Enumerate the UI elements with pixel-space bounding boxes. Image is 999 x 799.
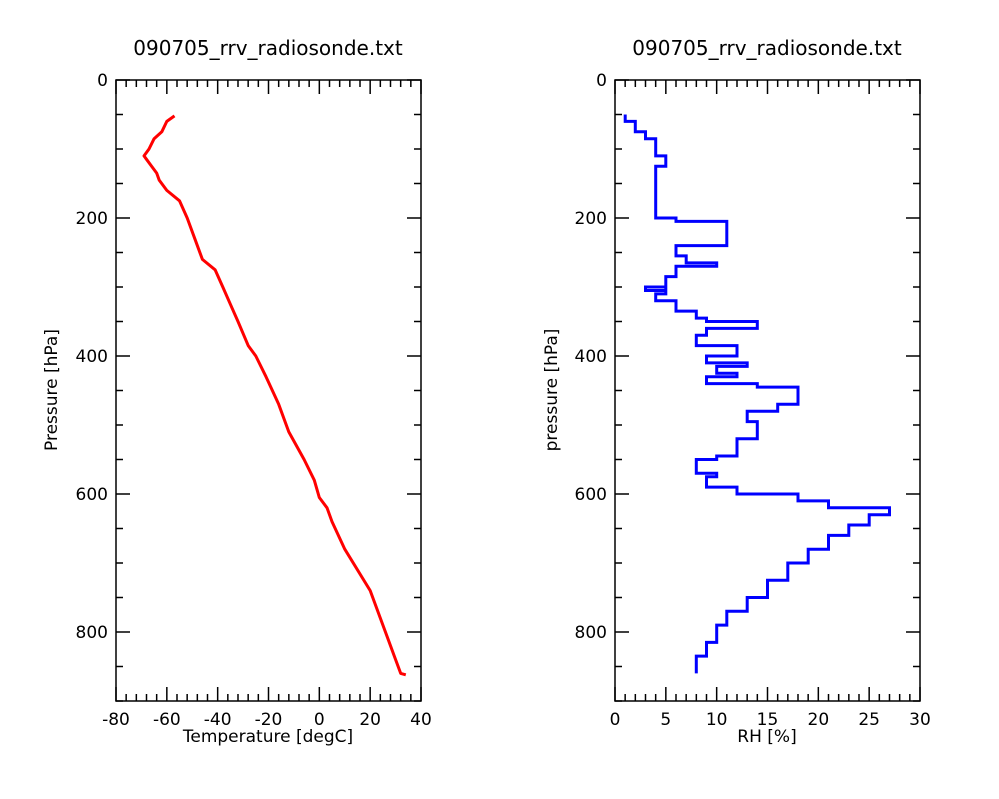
chart-title: 090705_rrv_radiosonde.txt xyxy=(133,36,403,60)
y-axis-label: Pressure [hPa] xyxy=(42,329,62,451)
x-axis-ticks: -80 -60 -40 -20 0 20 40 xyxy=(102,80,432,730)
x-tick-label: 0 xyxy=(314,710,325,730)
y-axis-ticks: 0 200 400 600 800 xyxy=(575,71,920,702)
y-tick-label: 800 xyxy=(76,623,108,643)
x-tick-label: 40 xyxy=(410,710,432,730)
y-tick-label: 800 xyxy=(575,623,607,643)
y-tick-label: 600 xyxy=(575,485,607,505)
temperature-profile-line xyxy=(142,114,407,677)
y-tick-label: 0 xyxy=(97,71,108,91)
x-tick-label: 15 xyxy=(757,710,779,730)
x-tick-label: 30 xyxy=(909,710,931,730)
x-axis-label: Temperature [degC] xyxy=(182,727,353,747)
y-axis-ticks: 0 200 400 600 800 xyxy=(76,71,421,702)
x-tick-label: -60 xyxy=(153,710,181,730)
x-tick-label: 10 xyxy=(706,710,728,730)
x-axis-ticks: 0 5 10 15 20 25 30 xyxy=(610,80,931,730)
x-tick-label: 20 xyxy=(359,710,381,730)
plot-frame xyxy=(115,79,422,702)
y-tick-label: 400 xyxy=(76,347,108,367)
y-tick-label: 200 xyxy=(575,209,607,229)
x-tick-label: -40 xyxy=(204,710,232,730)
x-tick-label: 5 xyxy=(660,710,671,730)
x-tick-label: 20 xyxy=(808,710,830,730)
temperature-chart: 090705_rrv_radiosonde.txt -80 -60 -40 -20 0 2… xyxy=(42,36,432,747)
chart-title: 090705_rrv_radiosonde.txt xyxy=(632,36,902,60)
y-tick-label: 400 xyxy=(575,347,607,367)
rh-chart: 090705_rrv_radiosonde.txt 0 5 10 15 20 25 30 0… xyxy=(542,36,931,747)
y-tick-label: 200 xyxy=(76,209,108,229)
x-tick-label: -80 xyxy=(102,710,130,730)
x-tick-label: 0 xyxy=(610,710,621,730)
y-axis-label: pressure [hPa] xyxy=(542,329,562,452)
x-axis-label: RH [%] xyxy=(737,727,796,747)
x-tick-label: 25 xyxy=(858,710,880,730)
plot-frame xyxy=(614,79,921,702)
rh-profile-line xyxy=(623,114,891,674)
y-tick-label: 0 xyxy=(596,71,607,91)
x-tick-label: -20 xyxy=(255,710,283,730)
y-tick-label: 600 xyxy=(76,485,108,505)
